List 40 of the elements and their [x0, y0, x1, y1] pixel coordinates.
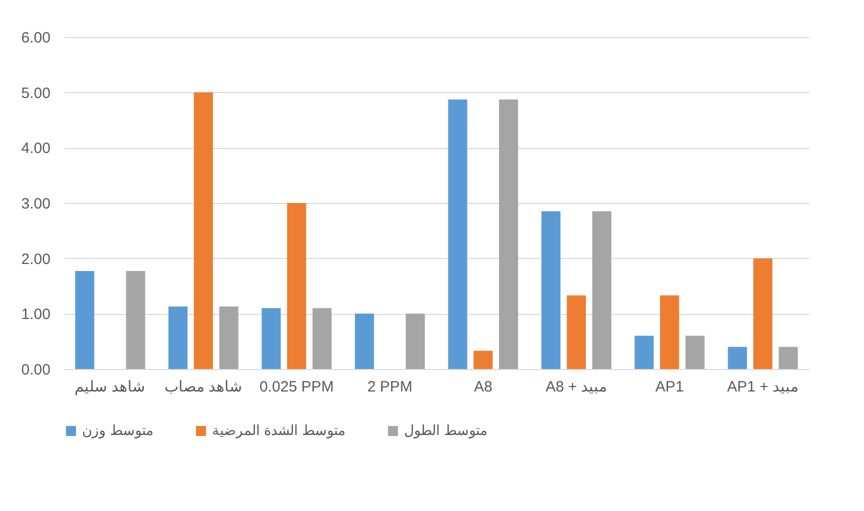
- y-tick-label: 3.00: [21, 196, 50, 212]
- y-tick-label: 1.00: [21, 306, 50, 324]
- bar: [778, 346, 798, 369]
- bar: [634, 336, 654, 369]
- x-tick-label: 0.025 PPM: [260, 378, 334, 396]
- bar: [312, 308, 332, 369]
- bar: [75, 271, 94, 369]
- y-tick-label: 0.00: [21, 362, 50, 378]
- x-tick-label: A8 + مبيد: [546, 378, 608, 396]
- bar: [541, 211, 560, 369]
- y-tick-label: 4.00: [21, 140, 50, 158]
- bar: [474, 350, 493, 369]
- x-tick-label: AP1 + مبيد: [727, 378, 799, 396]
- x-tick-label: AP1: [655, 378, 684, 396]
- y-tick-label: 2.00: [21, 250, 50, 268]
- x-tick-label: 2 PPM: [367, 378, 412, 396]
- x-tick-label: شاهد سليم: [74, 378, 146, 396]
- bar: [660, 295, 680, 369]
- bar: [168, 306, 188, 369]
- bar: [262, 308, 281, 369]
- x-tick-label: شاهد مصاب: [164, 378, 242, 396]
- bar: [354, 314, 374, 369]
- bar: [194, 92, 213, 369]
- legend-label: متوسط وزن: [82, 422, 154, 439]
- bar: [728, 346, 747, 369]
- bar: [566, 295, 586, 369]
- y-tick-label: 5.00: [21, 84, 50, 102]
- y-tick-label: 6.00: [21, 30, 50, 46]
- x-tick-label: A8: [474, 378, 492, 396]
- bar: [685, 336, 705, 369]
- bar: [592, 211, 612, 369]
- bar: [287, 203, 306, 369]
- legend-label: متوسط الشدة المرضية: [212, 422, 346, 439]
- bar: [219, 306, 238, 369]
- legend-label: متوسط الطول: [404, 422, 488, 439]
- bar: [126, 271, 146, 369]
- bar: [406, 314, 425, 369]
- bar: [448, 100, 468, 369]
- bar: [499, 100, 518, 369]
- bar: [753, 258, 772, 369]
